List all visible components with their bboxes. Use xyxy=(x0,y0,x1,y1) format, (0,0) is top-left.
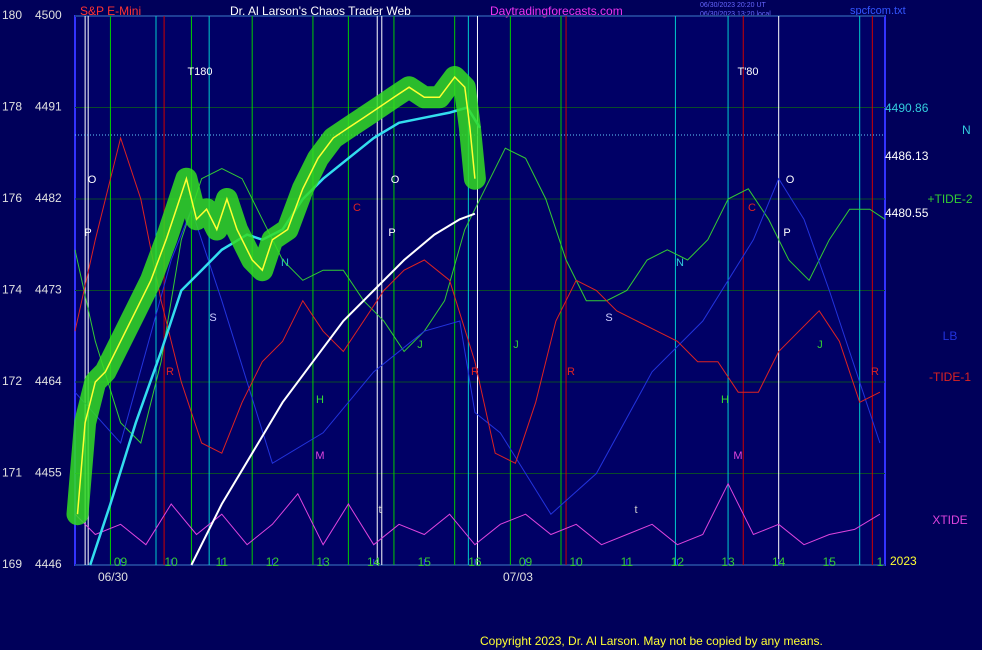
x-tick-label: 12 xyxy=(671,555,685,569)
annotation: O xyxy=(391,174,400,186)
copyright: Copyright 2023, Dr. Al Larson. May not b… xyxy=(480,634,823,648)
annotation: J xyxy=(417,339,423,351)
y2-tick-label: 178 xyxy=(2,100,22,114)
annotation: P xyxy=(783,227,790,239)
corner-label: N xyxy=(962,123,971,137)
x-tick-label: 14 xyxy=(367,555,381,569)
series-line xyxy=(190,212,476,566)
annotation: T180 xyxy=(187,66,212,78)
chart-title: Dr. Al Larson's Chaos Trader Web xyxy=(230,4,411,18)
x-tick-label: 13 xyxy=(721,555,735,569)
annotation: R xyxy=(166,366,174,378)
annotation: t xyxy=(378,504,381,516)
date-label: 07/03 xyxy=(503,570,533,584)
x-tick-label: 10 xyxy=(165,555,179,569)
annotation: M xyxy=(315,450,324,462)
y-tick-label: 4473 xyxy=(35,283,62,297)
x-tick-label: 14 xyxy=(772,555,786,569)
file-name: spcfcom.txt xyxy=(850,5,906,17)
annotation: R xyxy=(871,366,879,378)
price-level: 4486.13 xyxy=(885,149,929,163)
annotation: P xyxy=(84,227,91,239)
annotation: S xyxy=(605,312,612,324)
x-tick-label: 11 xyxy=(621,555,634,569)
annotation: R xyxy=(567,366,575,378)
annotation: H xyxy=(316,394,324,406)
x-tick-label: 1 xyxy=(877,555,884,569)
x-tick-label: 10 xyxy=(570,555,584,569)
legend-entry: LB xyxy=(943,329,958,343)
annotation: O xyxy=(786,174,795,186)
legend-entry: +TIDE-2 xyxy=(927,192,972,206)
instrument: S&P E-Mini xyxy=(80,4,141,18)
timestamp: 06/30/2023 20:20 UT xyxy=(700,2,766,9)
price-level: 4480.55 xyxy=(885,206,929,220)
date-label: 06/30 xyxy=(98,570,128,584)
annotation: H xyxy=(721,394,729,406)
y-tick-label: 4455 xyxy=(35,466,62,480)
legend-entry: XTIDE xyxy=(932,513,967,527)
x-tick-label: 15 xyxy=(418,555,432,569)
y-tick-label: 4482 xyxy=(35,191,62,205)
year: 2023 xyxy=(890,554,917,568)
y2-tick-label: 169 xyxy=(2,557,22,571)
y-tick-label: 4491 xyxy=(35,100,62,114)
y2-tick-label: 176 xyxy=(2,191,22,205)
y2-tick-label: 172 xyxy=(2,374,22,388)
annotation: S xyxy=(209,312,216,324)
annotation: C xyxy=(353,202,361,214)
annotation: t xyxy=(634,504,637,516)
series-line xyxy=(74,177,881,515)
site: Daytradingforecasts.com xyxy=(490,4,623,18)
annotation: P xyxy=(388,227,395,239)
x-tick-label: 16 xyxy=(468,555,482,569)
annotation: T'80 xyxy=(737,66,758,78)
annotation: J xyxy=(817,339,823,351)
annotation: N xyxy=(676,257,684,269)
price-level: 4490.86 xyxy=(885,101,929,115)
legend-entry: -TIDE-1 xyxy=(929,370,971,384)
x-tick-label: 12 xyxy=(266,555,280,569)
y-tick-label: 4464 xyxy=(35,374,62,388)
x-tick-label: 11 xyxy=(216,555,229,569)
x-tick-label: 15 xyxy=(823,555,837,569)
y2-tick-label: 174 xyxy=(2,283,22,297)
y2-tick-label: 180 xyxy=(2,8,22,22)
timestamp: 06/30/2023 13:20 local xyxy=(700,11,771,18)
y2-tick-label: 171 xyxy=(2,466,22,480)
series-line xyxy=(74,482,881,546)
annotation: C xyxy=(748,202,756,214)
series-line xyxy=(74,147,886,444)
annotation: J xyxy=(513,339,519,351)
annotation: R xyxy=(471,366,479,378)
y-tick-label: 4446 xyxy=(35,557,62,571)
annotation: M xyxy=(733,450,742,462)
x-tick-label: 13 xyxy=(316,555,330,569)
x-tick-label: 09 xyxy=(114,555,128,569)
y-tick-label: 4500 xyxy=(35,8,62,22)
x-tick-label: 09 xyxy=(519,555,533,569)
annotation: O xyxy=(88,174,97,186)
series-line xyxy=(74,136,881,465)
series-line xyxy=(76,75,476,515)
